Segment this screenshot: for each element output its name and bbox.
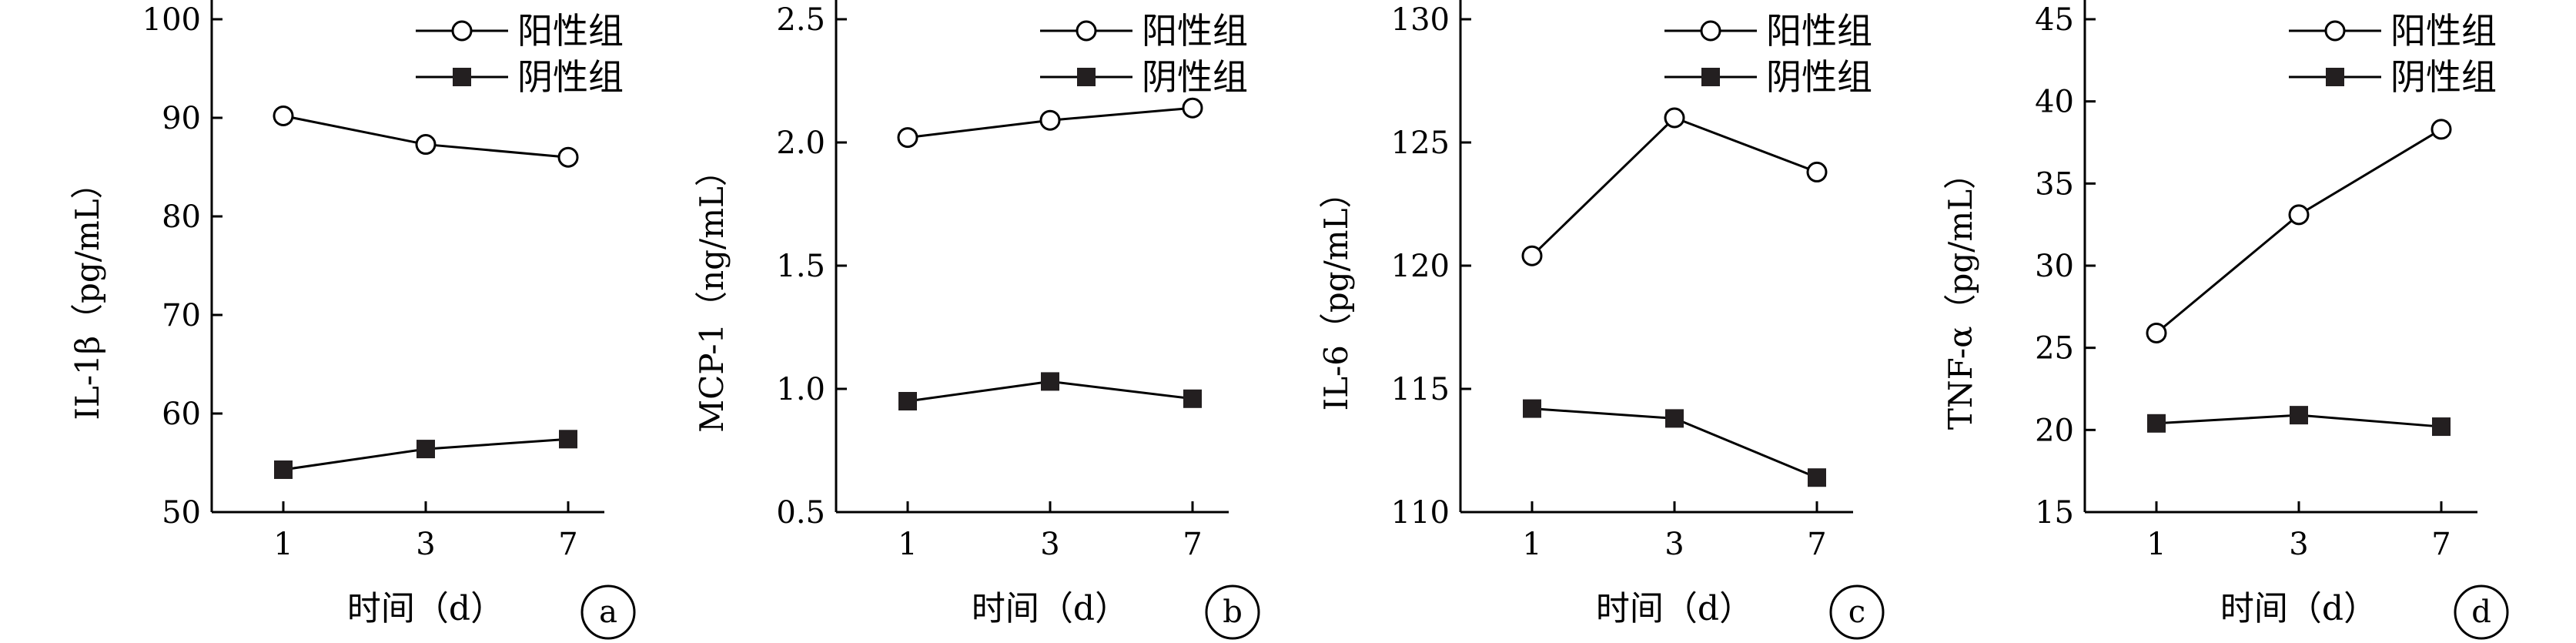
panel-a-series-positive-point — [273, 105, 294, 126]
panel-a-y-tick-label: 80 — [162, 199, 201, 235]
panel-d-legend-negative-marker — [2326, 68, 2344, 86]
panel-b-series-negative-point — [1183, 389, 1202, 408]
panel-d-label-circle — [2454, 584, 2509, 640]
panel-a-legend-negative-marker — [453, 68, 471, 86]
panel-d-series-positive-line — [2156, 128, 2442, 334]
panel-a-x-axis-label: 时间（d） — [347, 589, 504, 628]
panel-b-legend-negative-marker — [1077, 68, 1096, 86]
panel-c-x-tick-label: 3 — [1664, 527, 1684, 562]
panel-d-y-tick-label: 20 — [2035, 413, 2074, 448]
panel-a-series-positive-point — [557, 146, 579, 168]
panel-d-label: d — [2471, 594, 2491, 630]
panel-d-legend-positive-label: 阳性组 — [2390, 10, 2497, 52]
panel-c-y-tick-label: 125 — [1391, 126, 1450, 161]
panel-a-label-circle — [580, 584, 636, 640]
panel-c-legend-negative-marker — [1701, 68, 1720, 86]
panel-c-label: c — [1848, 594, 1865, 630]
panel-c-y-tick-label: 130 — [1391, 2, 1450, 38]
panel-c-label-circle — [1829, 584, 1885, 640]
panel-a-series-positive-point — [415, 134, 437, 156]
panel-b-x-tick-label: 7 — [1183, 527, 1202, 562]
panel-d-x-tick-label: 1 — [2146, 527, 2166, 562]
panel-a-x-tick-label: 3 — [416, 527, 435, 562]
panel-c-legend-positive-marker — [1700, 20, 1721, 42]
panel-d-legend-positive-marker — [2324, 20, 2346, 42]
panel-b-series-positive-point — [897, 127, 918, 149]
panel-d-series-positive-point — [2430, 119, 2452, 140]
panel-d-legend-negative-label: 阴性组 — [2390, 56, 2497, 98]
panel-c-legend-positive-label: 阳性组 — [1766, 10, 1872, 52]
panel-d-y-tick-label: 40 — [2035, 85, 2074, 120]
panel-d-series-negative-point — [2290, 406, 2308, 425]
panel-b-series-positive-point — [1039, 109, 1061, 131]
panel-b-series-negative-point — [1041, 372, 1059, 391]
panel-b-y-tick-label: 2.5 — [776, 2, 825, 38]
panel-c-series-negative-point — [1665, 409, 1684, 428]
panel-b-series-negative-point — [898, 392, 917, 410]
panel-a-legend-positive-label: 阳性组 — [517, 10, 624, 52]
panel-d-y-tick-label: 25 — [2035, 331, 2074, 367]
panel-b-label-circle — [1205, 584, 1260, 640]
panel-d-x-tick-label: 7 — [2431, 527, 2451, 562]
panel-a-series-negative-point — [559, 430, 577, 449]
panel-b-x-axis-label: 时间（d） — [972, 589, 1129, 628]
panel-a: IL-1β（pg/mL） 时间（d） a 50 60 70 80 90 100 1 3 7 阳性组… — [69, 0, 636, 640]
panel-b-y-tick-label: 1.0 — [776, 372, 825, 407]
panel-d-y-tick-label: 45 — [2035, 2, 2074, 38]
panel-b-legend-positive-label: 阳性组 — [1142, 10, 1248, 52]
panel-c-legend-negative-label: 阴性组 — [1766, 56, 1872, 98]
panel-c-series-positive-point — [1806, 161, 1828, 183]
panel-d-y-axis-label: TNF-α（pg/mL） — [1942, 157, 1979, 430]
panel-c-series-negative-point — [1523, 399, 1541, 418]
panel-c-series-negative-point — [1808, 468, 1826, 487]
panel-c-y-axis-label: IL-6（pg/mL） — [1317, 176, 1355, 410]
panel-b-legend-positive-marker — [1076, 20, 1097, 42]
panel-d-y-tick-label: 15 — [2035, 495, 2074, 531]
panel-b-x-tick-label: 1 — [898, 527, 917, 562]
panel-a-legend-negative-label: 阴性组 — [517, 56, 624, 98]
panel-c-series-positive-line — [1531, 116, 1818, 257]
panel-b-x-tick-label: 3 — [1040, 527, 1059, 562]
panel-b-label: b — [1223, 594, 1243, 630]
panel-b-y-tick-label: 2.0 — [776, 126, 825, 161]
panel-a-series-negative-point — [417, 440, 435, 459]
panel-b-legend-negative-label: 阴性组 — [1142, 56, 1248, 98]
panel-a-x-tick-label: 7 — [558, 527, 577, 562]
panel-a-y-tick-label: 70 — [162, 298, 201, 333]
panel-d: TNF-α（pg/mL） 时间（d） d 15 20 25 30 35 40 45 1 3 7 阳性… — [1942, 0, 2509, 640]
panel-c-y-tick-label: 115 — [1391, 372, 1450, 407]
panel-a-y-tick-label: 50 — [162, 495, 201, 531]
panel-d-x-axis-label: 时间（d） — [2220, 589, 2377, 628]
panel-d-series-positive-point — [2146, 322, 2167, 343]
panel-a-y-tick-label: 60 — [162, 397, 201, 432]
panel-c: IL-6（pg/mL） 时间（d） c 110 115 120 125 130 1 3 7 阳性… — [1317, 0, 1885, 640]
panel-a-y-tick-label: 100 — [142, 2, 201, 38]
panel-d-series-negative-point — [2432, 417, 2451, 437]
panel-d-x-tick-label: 3 — [2289, 527, 2308, 562]
panel-a-legend-positive-marker — [451, 20, 473, 42]
panel-a-y-tick-label: 90 — [162, 101, 201, 136]
panel-b: MCP-1（ng/mL） 时间（d） b 0.5 1.0 1.5 2.0 2.5 1 3 7 阳… — [693, 0, 1260, 640]
panel-b-series-positive-point — [1182, 97, 1203, 119]
panel-b-y-axis-label: MCP-1（ng/mL） — [693, 154, 731, 433]
panel-b-y-tick-label: 0.5 — [776, 495, 825, 531]
panel-d-series-negative-point — [2147, 414, 2166, 433]
panel-d-y-tick-label: 30 — [2035, 249, 2074, 284]
panel-c-x-axis-label: 时间（d） — [1596, 589, 1753, 628]
panel-c-y-tick-label: 120 — [1391, 249, 1450, 284]
panel-c-series-positive-point — [1521, 245, 1543, 266]
panel-b-y-tick-label: 1.5 — [776, 249, 825, 284]
panel-c-series-positive-point — [1664, 107, 1685, 129]
panel-d-y-tick-label: 35 — [2035, 166, 2074, 202]
panel-a-y-axis-label: IL-1β（pg/mL） — [69, 166, 106, 420]
panel-c-x-tick-label: 7 — [1807, 527, 1826, 562]
panel-c-x-tick-label: 1 — [1522, 527, 1541, 562]
panel-c-y-tick-label: 110 — [1391, 495, 1450, 531]
panel-d-series-positive-point — [2288, 204, 2310, 226]
panel-a-series-negative-point — [274, 460, 293, 479]
panel-a-label: a — [599, 594, 617, 630]
panel-a-x-tick-label: 1 — [273, 527, 293, 562]
